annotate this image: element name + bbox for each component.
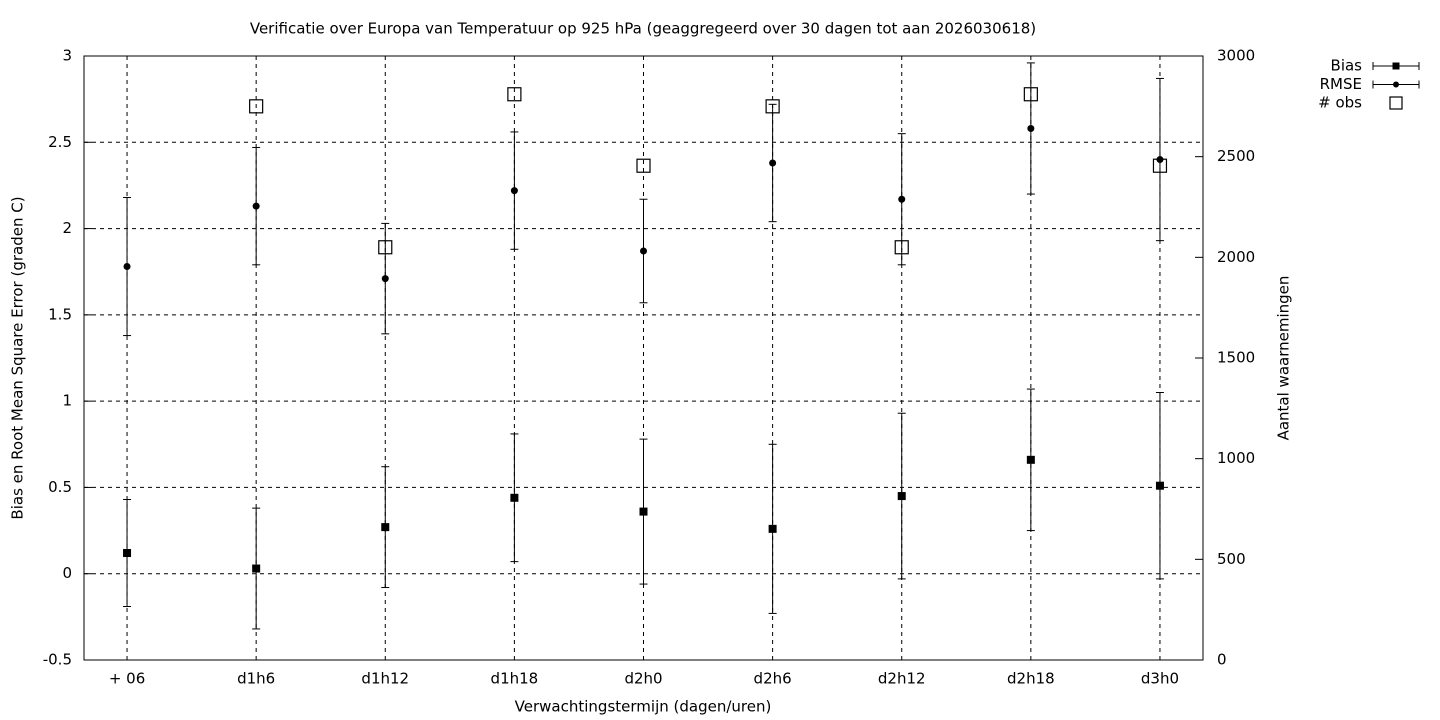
rmse-marker: [769, 159, 777, 167]
x-tick-label: d3h0: [1141, 670, 1179, 688]
y2-tick-label: 2500: [1217, 147, 1255, 165]
bias-marker: [1026, 455, 1035, 464]
legend-marker: [1389, 96, 1403, 110]
x-tick-label: d2h0: [624, 670, 662, 688]
legend-marker: [1393, 81, 1399, 88]
y-tick-label: 0: [62, 564, 72, 582]
bias-marker: [252, 564, 261, 573]
plot-frame: [83, 55, 1204, 661]
chart-title: Verificatie over Europa van Temperatuur …: [250, 20, 1036, 38]
y2-tick-label: 500: [1217, 550, 1246, 568]
x-tick-label: + 06: [109, 670, 145, 688]
rmse-marker: [510, 187, 518, 195]
y-tick-label: 0.5: [48, 478, 72, 496]
y-tick-label: 1.5: [48, 305, 72, 323]
legend-marker: [1392, 62, 1400, 70]
rmse-marker: [381, 275, 389, 283]
bias-marker: [510, 493, 519, 502]
y-axis-label: Bias en Root Mean Square Error (graden C…: [9, 196, 27, 519]
bias-marker: [381, 523, 390, 532]
y2-tick-label: 2000: [1217, 248, 1255, 266]
rmse-marker: [898, 195, 906, 203]
x-tick-label: d2h6: [754, 670, 792, 688]
x-tick-label: d1h6: [237, 670, 275, 688]
y-tick-label: -0.5: [43, 651, 72, 669]
y2-tick-label: 1000: [1217, 449, 1255, 467]
rmse-marker: [1027, 124, 1035, 132]
y2-tick-label: 3000: [1217, 47, 1255, 65]
obs-marker: [249, 99, 264, 114]
legend-label: Bias: [1331, 57, 1363, 75]
obs-marker: [378, 240, 393, 255]
y2-tick-label: 0: [1217, 651, 1227, 669]
y2-axis-label: Aantal waarnemingen: [1275, 276, 1293, 441]
y2-tick-label: 1500: [1217, 349, 1255, 367]
bias-marker: [639, 507, 648, 516]
x-tick-label: d2h18: [1007, 670, 1055, 688]
obs-marker: [894, 240, 909, 255]
bias-marker: [123, 549, 132, 558]
y-tick-label: 2: [62, 219, 72, 237]
rmse-marker: [252, 202, 260, 210]
y-tick-label: 1: [62, 392, 72, 410]
obs-marker: [765, 99, 780, 114]
x-tick-label: d1h12: [361, 670, 409, 688]
obs-marker: [1152, 158, 1168, 173]
x-axis-label: Verwachtingstermijn (dagen/uren): [515, 698, 772, 716]
bias-marker: [897, 492, 906, 501]
rmse-marker: [123, 263, 131, 271]
x-tick-label: d2h12: [878, 670, 926, 688]
bias-marker: [768, 524, 777, 533]
rmse-marker: [640, 247, 647, 255]
legend-label: RMSE: [1320, 75, 1362, 93]
legend-label: # obs: [1318, 94, 1362, 112]
obs-marker: [636, 158, 651, 173]
y-tick-label: 3: [62, 47, 72, 65]
obs-marker: [1023, 87, 1038, 102]
y-tick-label: 2.5: [48, 133, 72, 151]
bias-marker: [1155, 481, 1164, 490]
x-tick-label: d1h18: [491, 670, 539, 688]
obs-marker: [507, 87, 522, 102]
